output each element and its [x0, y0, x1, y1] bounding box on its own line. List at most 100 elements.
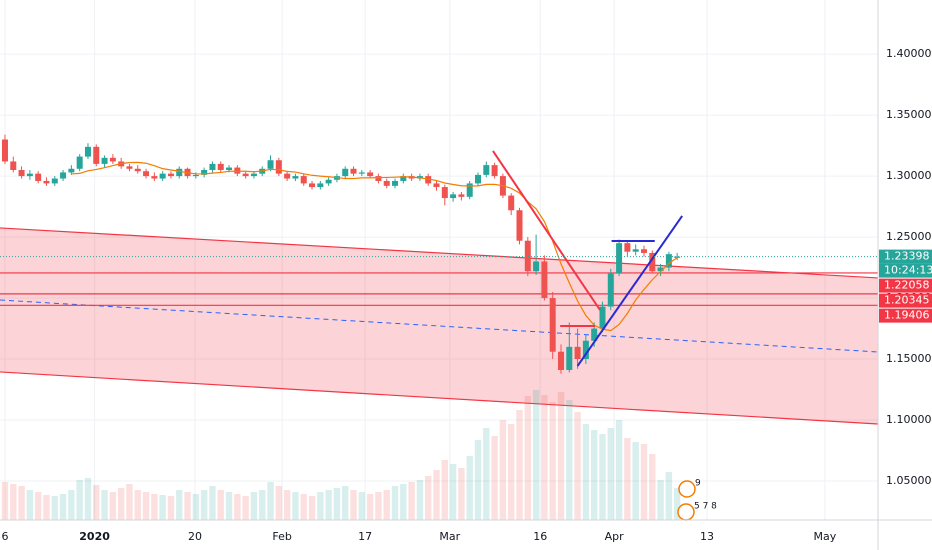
- x-tick-label: Feb: [272, 530, 291, 543]
- candle-body: [317, 183, 324, 188]
- volume-bar: [557, 392, 565, 520]
- volume-bar: [607, 428, 614, 520]
- y-tick-label: 1.05000: [886, 474, 932, 487]
- candle-body: [458, 194, 465, 197]
- countdown-tag: 10:24:13: [884, 264, 932, 277]
- candle-body: [450, 194, 457, 199]
- candle-body: [242, 173, 249, 177]
- candle-body: [433, 183, 440, 188]
- candle-body: [176, 168, 183, 177]
- volume-bar: [516, 410, 523, 520]
- x-tick-label: 20: [188, 530, 202, 543]
- x-tick-label: 16: [533, 530, 547, 543]
- volume-bar: [200, 490, 208, 520]
- candle-body: [508, 195, 515, 211]
- volume-bar: [433, 470, 440, 520]
- candle-body: [68, 168, 75, 173]
- candle-body: [582, 340, 589, 360]
- volume-bar: [383, 490, 390, 520]
- volume-bar: [483, 428, 490, 520]
- volume-bar: [292, 492, 299, 520]
- volume-bar: [259, 490, 266, 520]
- x-tick-label: 2020: [79, 530, 110, 543]
- volume-bar: [375, 492, 382, 520]
- candle-body: [657, 267, 664, 272]
- candle-body: [350, 168, 357, 174]
- volume-bar: [250, 492, 258, 520]
- candle-body: [43, 180, 50, 184]
- candle-body: [101, 157, 108, 164]
- candle-body: [267, 160, 274, 169]
- x-tick-label: 13: [700, 530, 714, 543]
- volume-bar: [167, 496, 175, 520]
- candle-body: [300, 176, 307, 184]
- candle-body: [325, 179, 332, 184]
- last-price-tag: 1.23398: [884, 250, 930, 263]
- x-tick-label: 6: [1, 530, 8, 543]
- candle-body: [375, 176, 382, 181]
- volume-bar: [458, 468, 465, 520]
- volume-bar: [425, 476, 432, 520]
- candle-body: [591, 328, 598, 341]
- event-count: 5 7 8: [694, 502, 717, 512]
- volume-bar: [134, 490, 141, 520]
- countdown-tag-bg: [879, 263, 932, 278]
- candle-body: [665, 254, 672, 268]
- candle-body: [76, 156, 83, 169]
- volume-bar: [649, 454, 656, 520]
- y-tick-label: 1.30000: [886, 169, 932, 182]
- candle-body: [557, 351, 564, 370]
- volume-bar: [1, 482, 9, 520]
- volume-bar: [408, 482, 415, 520]
- candle-body: [226, 167, 233, 170]
- volume-bar: [10, 484, 17, 520]
- volume-bar: [391, 486, 399, 520]
- volume-bar: [101, 490, 108, 520]
- candle-body: [309, 183, 316, 188]
- candle-body: [209, 163, 216, 170]
- y-tick-label: 1.40000: [886, 47, 932, 60]
- candle-body: [250, 173, 257, 177]
- volume-bar: [317, 492, 324, 520]
- candle-body: [599, 306, 606, 329]
- volume-bar: [400, 484, 407, 520]
- volume-bar: [615, 420, 623, 520]
- candle-body: [541, 261, 548, 299]
- candle-body: [400, 176, 407, 181]
- candle-body: [284, 173, 291, 179]
- volume-bar: [151, 494, 158, 520]
- volume-bar: [93, 485, 100, 520]
- candle-body: [566, 346, 573, 370]
- candle-body: [425, 176, 432, 184]
- candle-body: [84, 146, 91, 157]
- volume-bar: [176, 490, 183, 520]
- candle-body: [10, 161, 17, 170]
- volume-bar: [26, 490, 34, 520]
- level-tag-bg: [879, 308, 932, 323]
- level-tag-bg: [879, 278, 932, 293]
- volume-bar: [76, 480, 83, 520]
- volume-bar: [624, 438, 631, 520]
- volume-bar: [366, 494, 374, 520]
- candle-body: [533, 261, 540, 272]
- level-tag: 1.22058: [884, 279, 930, 292]
- candle-body: [234, 167, 241, 174]
- volume-bar: [507, 424, 515, 520]
- channel-median: [0, 299, 879, 353]
- candle-body: [151, 176, 158, 179]
- volume-bar: [51, 496, 58, 520]
- candle-body: [126, 166, 133, 169]
- volume-bar: [159, 495, 166, 520]
- candles: [1, 134, 681, 374]
- candle-body: [392, 180, 399, 186]
- volume-bar: [466, 456, 473, 520]
- volume-bar: [325, 490, 332, 520]
- candle-body: [342, 168, 349, 177]
- volume-bar: [491, 436, 498, 520]
- volume-bar: [449, 464, 457, 520]
- volume-bar: [109, 492, 117, 520]
- volume-bar: [43, 495, 50, 520]
- y-tick-label: 1.35000: [886, 108, 932, 121]
- trend-line: [576, 215, 683, 367]
